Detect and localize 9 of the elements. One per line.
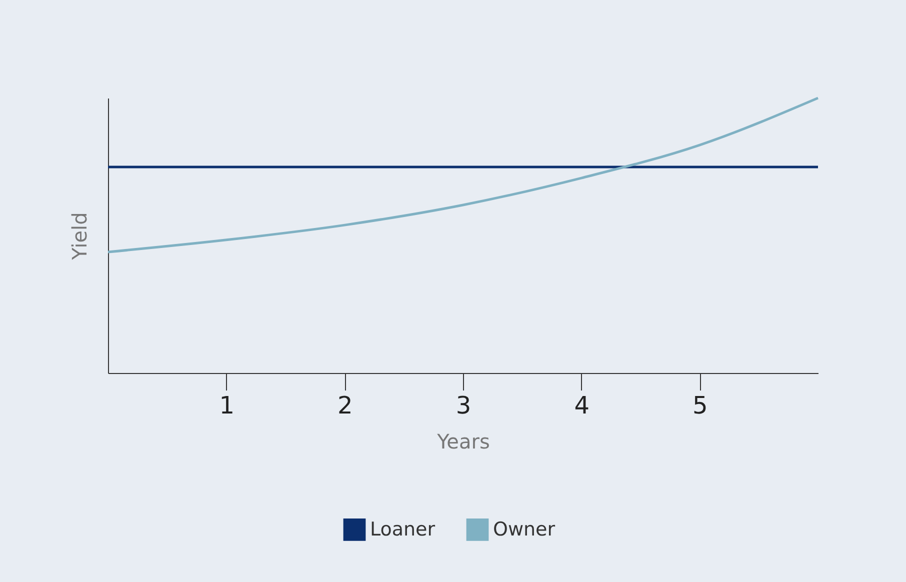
legend-label: Owner <box>493 518 556 541</box>
x-axis-title: Years <box>436 430 490 454</box>
x-tick-label: 1 <box>219 392 234 420</box>
x-tick-label: 5 <box>692 392 708 420</box>
y-axis-title: Yield <box>68 212 92 261</box>
legend-label: Loaner <box>370 518 436 541</box>
x-tick-label: 3 <box>456 392 472 420</box>
x-tick-label: 2 <box>338 392 353 420</box>
x-tick-label: 4 <box>574 392 590 420</box>
